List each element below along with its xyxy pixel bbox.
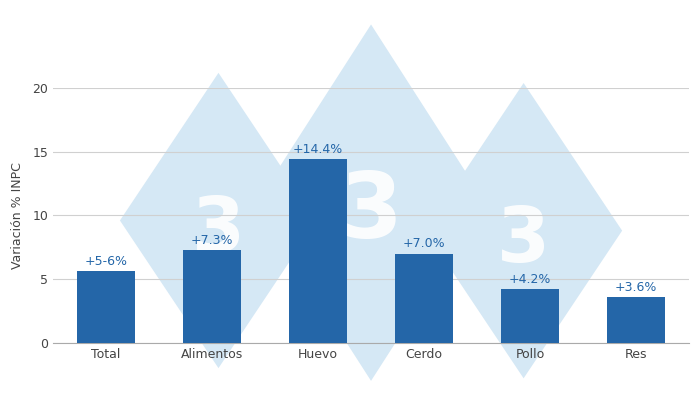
Polygon shape bbox=[120, 73, 317, 368]
Text: +14.4%: +14.4% bbox=[293, 143, 343, 156]
Bar bbox=[500, 289, 559, 343]
Y-axis label: Variación % INPC: Variación % INPC bbox=[11, 162, 24, 269]
Bar bbox=[183, 250, 242, 343]
Text: +4.2%: +4.2% bbox=[509, 273, 551, 286]
Text: +5-6%: +5-6% bbox=[85, 255, 127, 268]
Bar bbox=[607, 297, 665, 343]
Bar bbox=[289, 159, 347, 343]
Text: 3: 3 bbox=[340, 169, 402, 257]
Bar bbox=[395, 254, 453, 343]
Text: 3: 3 bbox=[497, 204, 550, 278]
Text: 3: 3 bbox=[192, 194, 245, 268]
Polygon shape bbox=[257, 24, 486, 381]
Text: +7.0%: +7.0% bbox=[402, 238, 445, 250]
Polygon shape bbox=[425, 83, 622, 378]
Text: +3.6%: +3.6% bbox=[615, 281, 657, 294]
Bar bbox=[77, 272, 135, 343]
Text: +7.3%: +7.3% bbox=[191, 234, 233, 246]
